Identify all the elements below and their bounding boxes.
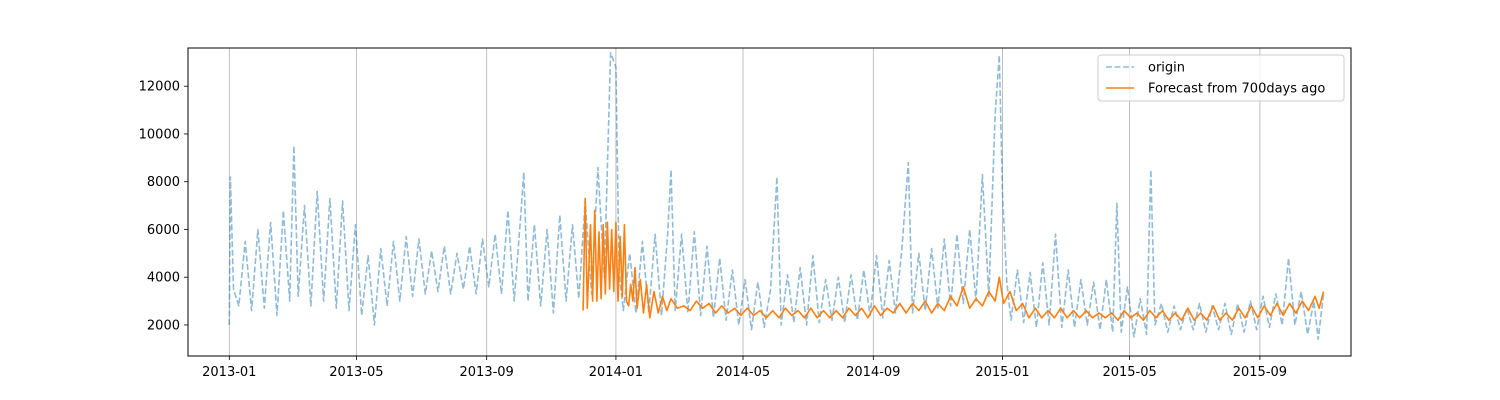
x-tick-label: 2015-09 (1233, 365, 1287, 380)
series-line-forecast (582, 197, 1325, 321)
x-axis: 2013-01 2013-05 2013-09 2014-01 2014-05 2014-… (202, 356, 1287, 380)
x-tick-label: 2015-01 (975, 365, 1029, 380)
y-tick-label: 8000 (147, 175, 180, 190)
axes-frame (187, 47, 1352, 357)
y-tick-label: 2000 (147, 318, 180, 333)
x-tick-label: 2013-05 (329, 365, 383, 380)
y-tick-label: 6000 (147, 223, 180, 238)
legend-label: origin (1148, 61, 1185, 76)
legend: origin Forecast from 700days ago (1097, 54, 1345, 102)
plot-area (228, 52, 1325, 341)
x-tick-label: 2014-09 (846, 365, 900, 380)
y-tick-label: 12000 (139, 80, 180, 95)
x-tick-label: 2015-05 (1102, 365, 1156, 380)
y-axis: 2000 4000 6000 8000 10000 12000 (139, 80, 188, 333)
series-line-origin (228, 52, 1325, 341)
y-tick-label: 4000 (147, 271, 180, 286)
x-tick-label: 2014-05 (716, 365, 770, 380)
x-tick-label: 2014-01 (589, 365, 643, 380)
y-tick-label: 10000 (139, 127, 180, 142)
legend-label: Forecast from 700days ago (1148, 82, 1325, 97)
legend-box (1097, 54, 1345, 102)
series-layer (228, 52, 1325, 341)
x-tick-label: 2013-01 (202, 365, 256, 380)
x-tick-label: 2013-09 (460, 365, 514, 380)
